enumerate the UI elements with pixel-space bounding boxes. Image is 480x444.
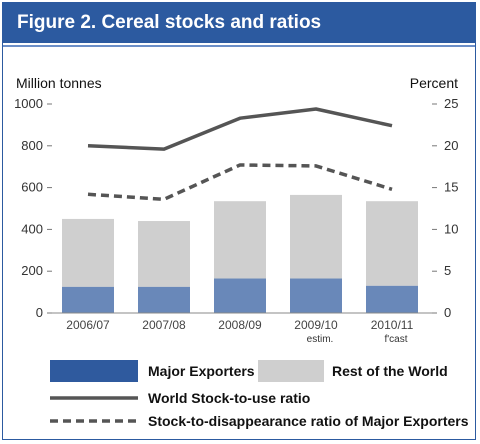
x-tick-label: 2009/10 — [294, 318, 338, 332]
title-bar: Figure 2. Cereal stocks and ratios — [3, 3, 475, 43]
x-tick-sublabel: estim. — [307, 334, 334, 345]
title-rule — [3, 45, 475, 47]
line-exporters-stock-to-disappearance — [87, 163, 393, 202]
right-tick-label: 0 — [444, 305, 451, 320]
legend-label-major-exporters: Major Exporters — [148, 363, 255, 379]
legend: Major Exporters Rest of the World World … — [50, 360, 469, 429]
bar-rest-of-world — [62, 218, 114, 287]
bar-major-exporters — [290, 278, 342, 313]
legend-swatch-rest-of-world — [258, 360, 324, 382]
bar-major-exporters — [366, 285, 418, 313]
legend-label-exporters-ratio: Stock-to-disappearance ratio of Major Ex… — [148, 413, 469, 429]
right-tick-label: 20 — [444, 138, 458, 153]
x-tick-label: 2006/07 — [66, 318, 110, 332]
bar-major-exporters — [214, 278, 266, 313]
left-tick-label: 400 — [21, 221, 43, 236]
bar-major-exporters — [62, 286, 114, 313]
legend-label-world-ratio: World Stock-to-use ratio — [148, 390, 310, 406]
right-tick-label: 5 — [444, 263, 451, 278]
legend-swatch-major-exporters — [50, 360, 138, 382]
bar-rest-of-world — [138, 221, 190, 287]
left-tick-label: 200 — [21, 263, 43, 278]
figure-title: Figure 2. Cereal stocks and ratios — [17, 12, 322, 33]
right-tick-label: 25 — [444, 96, 458, 111]
bar-rest-of-world — [214, 201, 266, 279]
left-axis-title: Million tonnes — [16, 75, 102, 91]
x-tick-label: 2007/08 — [142, 318, 186, 332]
right-tick-label: 15 — [444, 180, 458, 195]
bar-rest-of-world — [366, 201, 418, 286]
x-tick-label: 2010/11 — [371, 318, 414, 332]
legend-label-rest-of-world: Rest of the World — [332, 363, 448, 379]
line-world-stock-to-use — [87, 107, 393, 151]
left-tick-label: 1000 — [14, 96, 43, 111]
right-tick-label: 10 — [444, 221, 458, 236]
bar-major-exporters — [138, 286, 190, 313]
left-tick-label: 600 — [21, 180, 43, 195]
bar-rest-of-world — [290, 194, 342, 279]
left-tick-label: 800 — [21, 138, 43, 153]
right-axis-title: Percent — [410, 75, 458, 91]
x-tick-label: 2008/09 — [218, 318, 262, 332]
x-tick-sublabel: f'cast — [384, 334, 407, 345]
left-tick-label: 0 — [36, 305, 43, 320]
